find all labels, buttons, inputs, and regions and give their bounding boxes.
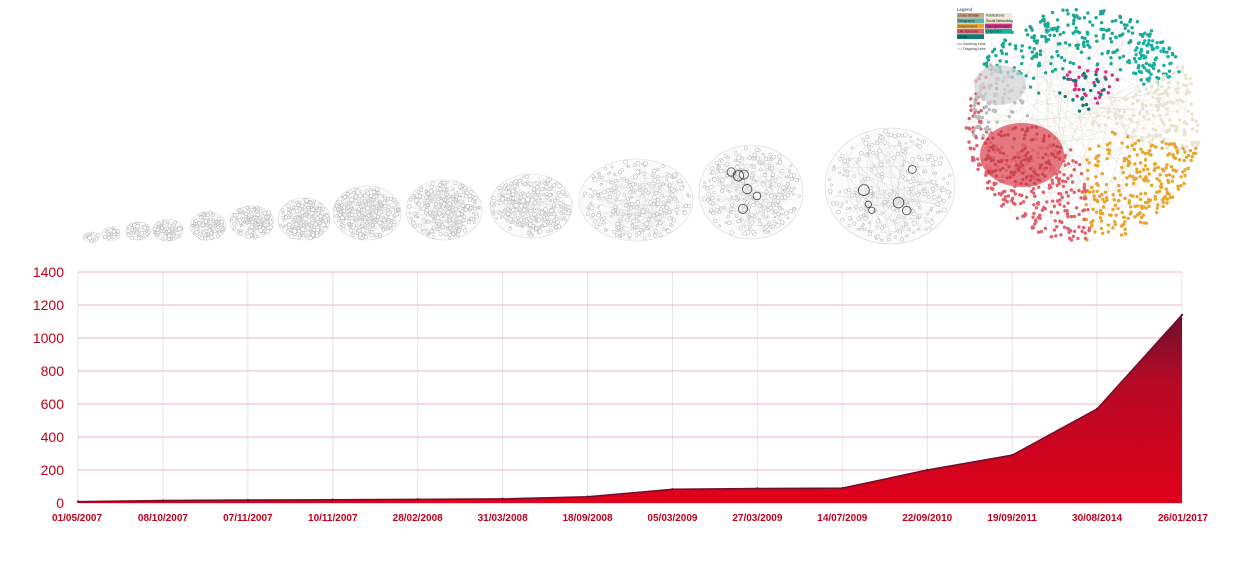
x-tick-label: 19/09/2011 xyxy=(987,513,1037,524)
lod-cloud-snapshot-12 xyxy=(824,127,956,245)
lod-cloud-snapshot-5 xyxy=(229,205,275,239)
legend-swatch-2 xyxy=(957,18,984,24)
lod-cloud-2017 xyxy=(964,7,1201,242)
legend-item-label: Media xyxy=(958,35,967,39)
legend-item-label: Linguistics xyxy=(986,30,1002,34)
x-tick-label: 28/02/2008 xyxy=(393,513,443,524)
data-point-4 xyxy=(416,498,419,501)
lod-cloud-snapshot-1 xyxy=(101,226,121,242)
lod-cloud-snapshot-2 xyxy=(125,221,151,241)
legend-item-label: Life Sciences xyxy=(958,30,978,34)
data-point-13 xyxy=(1180,313,1184,317)
legend-swatch-5 xyxy=(985,23,1012,29)
legend-swatch-0 xyxy=(957,13,984,18)
x-tick-label: 08/10/2007 xyxy=(138,513,188,524)
lod-cloud-legend: Legend Cross-domain Publications Geography S… xyxy=(957,7,1013,51)
lod-cloud-snapshot-7 xyxy=(332,185,402,241)
lod-cloud-snapshot-11 xyxy=(698,144,804,240)
legend-heading: Legend xyxy=(957,7,973,12)
x-tick-label: 07/11/2007 xyxy=(223,513,273,524)
area-line xyxy=(77,314,1183,503)
data-point-9 xyxy=(841,486,844,490)
legend-item-label: Geography xyxy=(958,19,975,23)
data-point-5 xyxy=(501,497,504,501)
legend-incoming-label: Incoming Links xyxy=(963,42,986,46)
legend-outgoing-label: Outgoing Links xyxy=(963,47,986,51)
lod-cloud-evolution-strip: Legend Cross-domain Publications Geography S… xyxy=(82,7,1201,245)
legend-swatch-4 xyxy=(957,23,984,29)
x-axis-ticks: 01/05/2007 08/10/2007 07/11/2007 10/11/2007… xyxy=(52,513,1208,524)
legend-item-label: Government xyxy=(958,24,977,28)
y-tick-label: 1000 xyxy=(33,330,64,346)
legend-item-label: Publications xyxy=(986,14,1005,18)
y-tick-label: 0 xyxy=(56,495,64,511)
y-tick-label: 400 xyxy=(41,429,65,445)
x-tick-label: 22/09/2010 xyxy=(902,513,952,524)
x-tick-label: 05/03/2009 xyxy=(647,513,697,524)
y-tick-label: 800 xyxy=(41,363,65,379)
lod-cloud-snapshot-3 xyxy=(152,218,184,242)
y-tick-label: 1400 xyxy=(33,264,64,280)
data-point-10 xyxy=(926,468,929,472)
legend-swatch-1 xyxy=(985,13,1012,18)
y-tick-label: 200 xyxy=(41,462,65,478)
data-point-12 xyxy=(1095,407,1099,411)
x-tick-label: 01/05/2007 xyxy=(52,513,102,524)
lod-cloud-snapshot-10 xyxy=(578,158,694,242)
lod-cloud-snapshot-4 xyxy=(189,210,227,241)
data-point-8 xyxy=(756,487,759,490)
legend-swatch-3 xyxy=(985,18,1012,24)
data-point-11 xyxy=(1010,453,1014,457)
lod-cloud-snapshot-9 xyxy=(489,173,573,239)
legend-swatch-6 xyxy=(957,28,984,34)
x-tick-label: 10/11/2007 xyxy=(308,513,358,524)
data-point-1 xyxy=(161,499,165,502)
area-series xyxy=(76,313,1184,503)
x-tick-label: 14/07/2009 xyxy=(817,513,867,524)
y-tick-label: 600 xyxy=(41,396,65,412)
x-tick-label: 30/08/2014 xyxy=(1072,513,1122,524)
legend-item-label: Social Networking xyxy=(986,19,1013,23)
area-fill xyxy=(78,314,1182,503)
legend-swatch-8 xyxy=(957,34,984,39)
data-point-2 xyxy=(246,498,250,502)
legend-item-label: User-generated xyxy=(986,24,1010,28)
lod-cloud-snapshot-8 xyxy=(405,179,483,241)
y-tick-label: 1200 xyxy=(33,297,64,313)
x-tick-label: 27/03/2009 xyxy=(732,513,782,524)
data-point-7 xyxy=(671,488,674,491)
lod-cloud-snapshot-6 xyxy=(277,197,331,241)
x-tick-label: 26/01/2017 xyxy=(1158,513,1208,524)
data-point-0 xyxy=(76,500,80,503)
y-axis-ticks: 0 200 400 600 800 1000 1200 1400 xyxy=(33,264,64,511)
data-point-3 xyxy=(331,498,334,501)
x-tick-label: 31/03/2008 xyxy=(478,513,528,524)
data-point-6 xyxy=(586,495,589,498)
lod-cloud-snapshot-0 xyxy=(82,231,101,244)
legend-item-label: Cross-domain xyxy=(958,14,979,18)
x-tick-label: 18/09/2008 xyxy=(563,513,613,524)
legend-swatch-7 xyxy=(985,28,1012,34)
